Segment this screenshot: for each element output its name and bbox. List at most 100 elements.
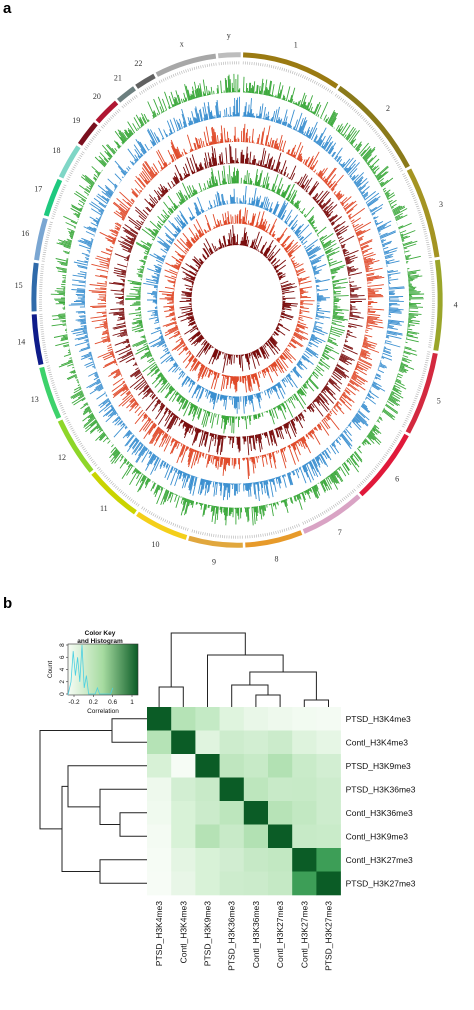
chromosome-band-17: [43, 178, 63, 217]
column-label: PTSD_H3K27me3: [324, 901, 334, 971]
scale-ticks-19: [83, 128, 102, 151]
heatmap-cell: [268, 730, 293, 755]
chromosome-band-19: [77, 122, 98, 146]
chromosome-label-15: 15: [15, 281, 23, 290]
heatmap-cell: [268, 707, 293, 731]
heatmap-cell: [171, 824, 196, 849]
chromosome-label-9: 9: [212, 557, 216, 566]
heatmap-cell: [316, 754, 341, 778]
heatmap-cell: [195, 824, 220, 849]
column-label: Contl_H3K4me3: [178, 901, 188, 964]
chromosome-band-2: [337, 85, 410, 169]
color-key-ytick: 0: [59, 692, 66, 696]
heatmap-cell: [171, 730, 196, 755]
heatmap-cell: [147, 777, 172, 802]
row-label: PTSD_H3K36me3: [346, 784, 416, 794]
chromosome-band-10: [136, 511, 188, 540]
heatmap-cell: [219, 754, 245, 778]
heatmap-cells: [147, 707, 341, 896]
heatmap-cell: [316, 871, 341, 896]
color-key-xtick: 1: [130, 699, 134, 706]
chromosome-band-20: [95, 100, 119, 124]
chromosome-band-4: [433, 259, 443, 351]
heatmap-cell: [316, 848, 341, 872]
column-label: PTSD_H3K9me3: [203, 901, 213, 966]
heatmap-cell: [268, 777, 293, 802]
chromosome-label-17: 17: [34, 185, 42, 194]
scale-ticks-18: [65, 150, 85, 183]
chromosome-label-1: 1: [294, 41, 298, 50]
heatmap-cell: [147, 824, 172, 849]
heatmap-cell: [147, 871, 172, 896]
data-track-1: [50, 73, 425, 526]
column-label: PTSD_H3K36me3: [227, 901, 237, 971]
color-key-ytick: 2: [59, 680, 66, 684]
heatmap-cell: [243, 707, 269, 731]
scale-ticks-3: [402, 173, 432, 259]
row-label: PTSD_H3K27me3: [346, 878, 416, 888]
heatmap-cell: [171, 871, 196, 896]
heatmap-cell: [316, 707, 341, 731]
scale-ticks-10: [139, 505, 189, 532]
heatmap-cell: [219, 848, 245, 872]
heatmap-cell: [316, 730, 341, 755]
color-key-histogram: [67, 644, 114, 696]
heatmap-cell: [292, 848, 317, 872]
scale-ticks-21: [121, 94, 139, 109]
panel-label-b: b: [3, 595, 13, 612]
chromosome-label-y: y: [227, 31, 231, 40]
row-label: Contl_H3K27me3: [346, 855, 413, 865]
color-key-xtick: 0.6: [108, 699, 117, 706]
heatmap-cell: [219, 707, 245, 731]
heatmap-cell: [292, 730, 317, 755]
chromosome-band-5: [405, 352, 438, 434]
row-dendrogram: [39, 718, 147, 884]
heatmap-cell: [268, 824, 293, 849]
heatmap-cell: [316, 777, 341, 802]
color-key-xtick: -0.2: [68, 699, 80, 706]
chromosome-label-12: 12: [58, 453, 66, 462]
heatmap-cell: [195, 707, 220, 731]
chromosome-label-4: 4: [454, 301, 458, 310]
column-label: Contl_H3K27me3: [299, 901, 309, 968]
chromosome-band-18: [58, 145, 81, 179]
scale-ticks-15: [39, 264, 45, 312]
heatmap-cell: [147, 801, 172, 825]
heatmap-cell: [243, 848, 269, 872]
scale-ticks-14: [39, 313, 49, 363]
heatmap-cell: [292, 871, 317, 896]
chromosome-label-21: 21: [114, 73, 122, 82]
heatmap-cell: [147, 707, 172, 731]
heatmap-cell: [243, 754, 269, 778]
column-label: PTSD_H3K4me3: [154, 901, 164, 966]
chromosome-band-6: [359, 433, 409, 497]
chromosome-band-13: [39, 366, 62, 420]
color-key-ytick: 4: [59, 667, 66, 671]
heatmap-cell: [243, 871, 269, 896]
chromosome-label-x: x: [180, 39, 184, 48]
scale-ticks-22: [139, 81, 158, 96]
chromosome-band-1: [243, 52, 339, 89]
heatmap-cell: [243, 801, 269, 825]
heatmap-cell: [292, 754, 317, 778]
color-key-subtitle: and Histogram: [77, 638, 123, 645]
row-label: PTSD_H3K9me3: [346, 761, 411, 771]
chromosome-label-8: 8: [275, 554, 279, 563]
row-label: Contl_H3K9me3: [346, 831, 409, 841]
heatmap-cell: [268, 801, 293, 825]
data-track-7: [158, 207, 315, 393]
row-label: PTSD_H3K4me3: [346, 714, 411, 724]
chromosome-label-6: 6: [395, 475, 399, 484]
chromosome-label-13: 13: [31, 395, 39, 404]
column-label: Contl_H3K27me3: [275, 901, 285, 968]
heatmap-cell: [219, 871, 245, 896]
heatmap-cell: [171, 707, 196, 731]
chromosome-band-8: [245, 530, 303, 548]
row-label: Contl_H3K36me3: [346, 808, 413, 818]
heatmap-cell: [171, 777, 196, 802]
chromosome-label-18: 18: [53, 146, 61, 155]
color-key-ytick: 6: [59, 655, 66, 659]
chromosome-label-3: 3: [439, 200, 443, 209]
scale-ticks-4: [427, 261, 435, 350]
